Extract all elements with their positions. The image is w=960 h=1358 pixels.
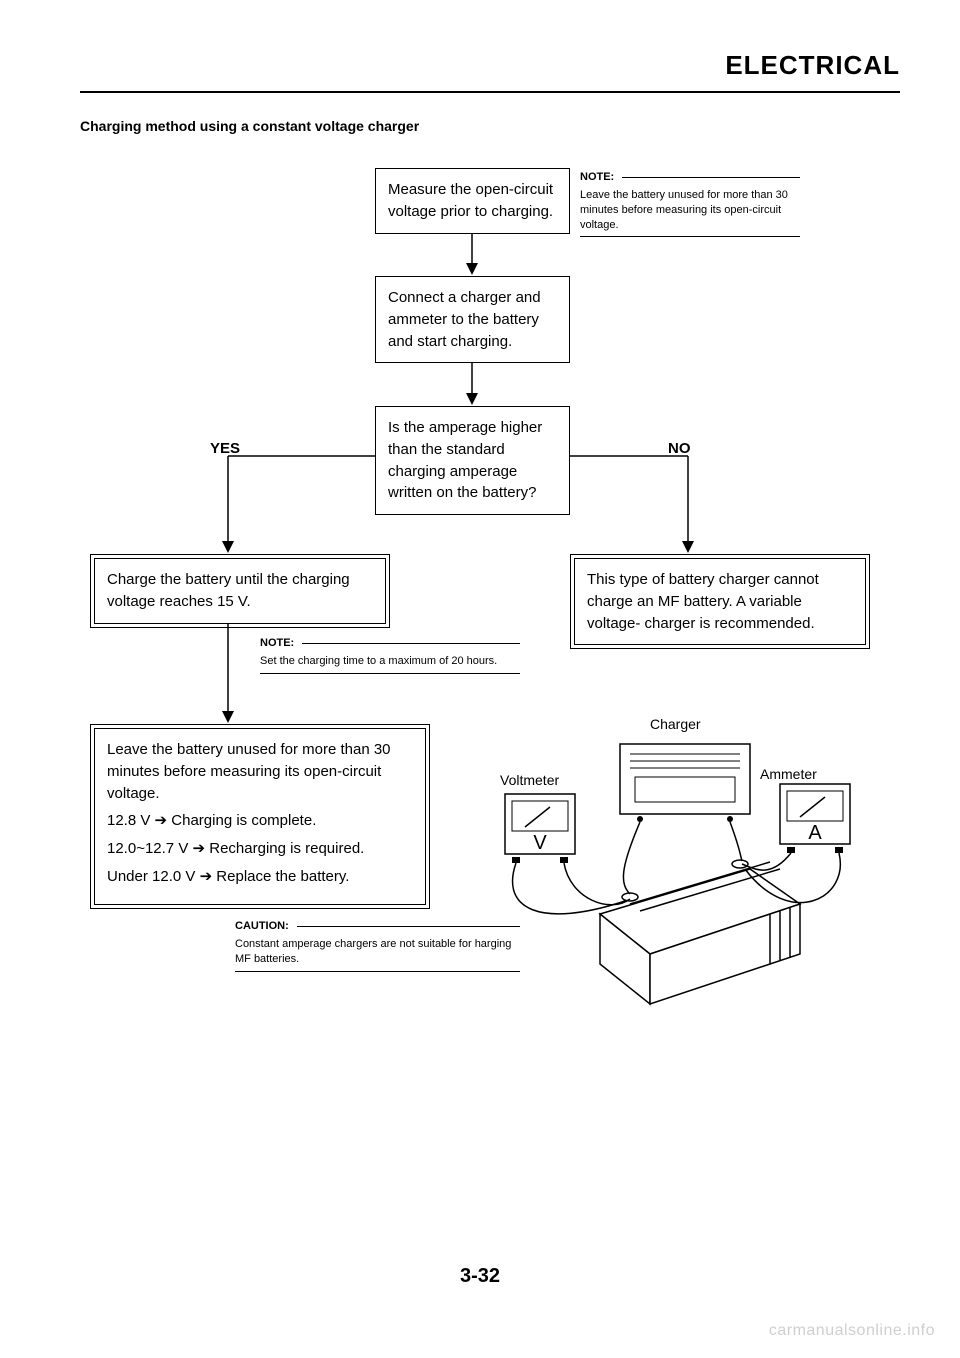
page-title: ELECTRICAL: [80, 50, 900, 81]
header-rule: [80, 91, 900, 93]
svg-text:V: V: [533, 832, 547, 854]
page-number: 3-32: [0, 1265, 960, 1288]
battery-illustration: V A: [480, 729, 890, 1019]
flowchart-diagram: Measure the open-circuit voltage prior t…: [80, 154, 900, 1054]
watermark: carmanualsonline.info: [769, 1322, 935, 1340]
svg-text:A: A: [808, 822, 822, 844]
section-title: Charging method using a constant voltage…: [80, 118, 900, 134]
